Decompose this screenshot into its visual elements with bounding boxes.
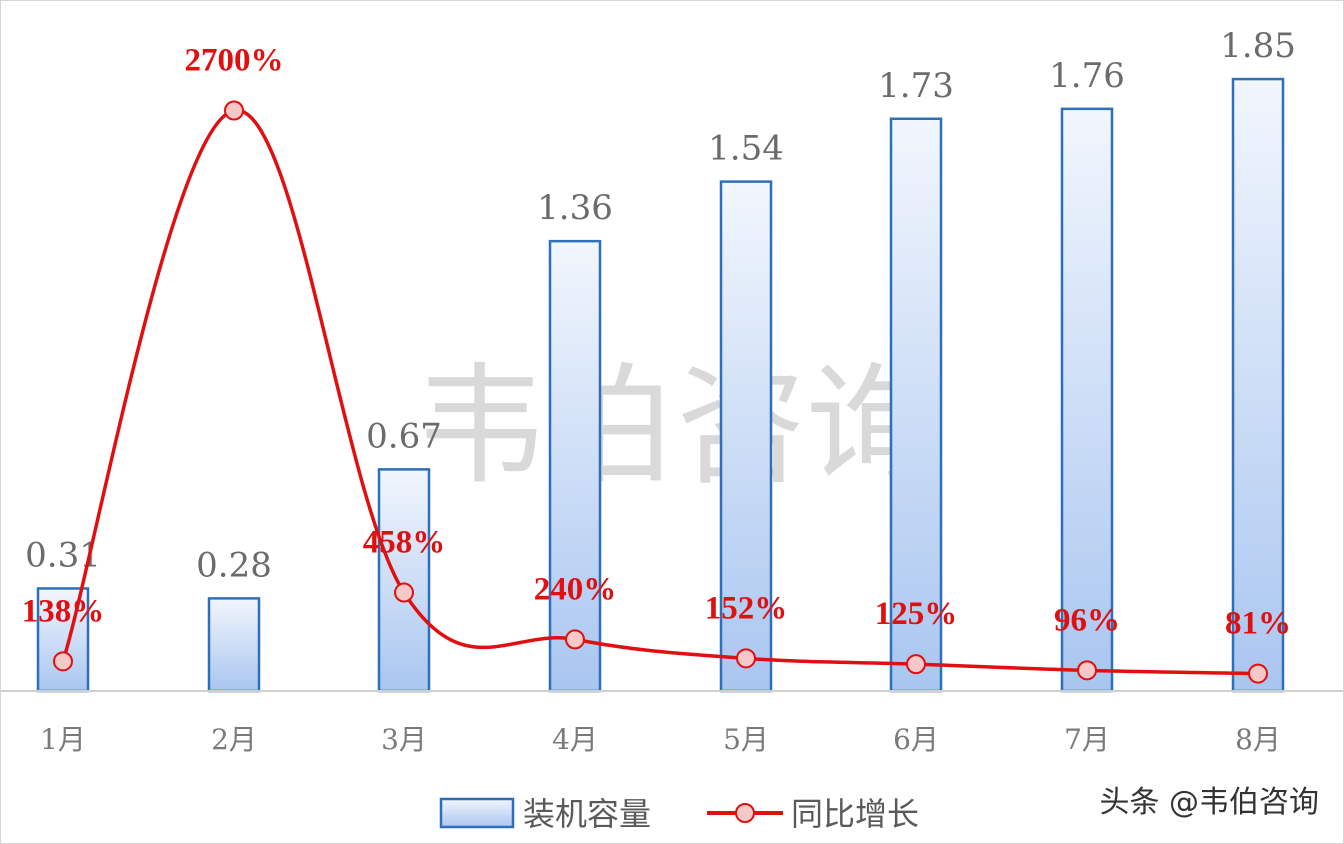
bar-2 (207, 597, 261, 693)
bar-value-label: 1.73 (878, 66, 954, 106)
bars (36, 77, 1285, 693)
growth-label: 81% (1225, 606, 1291, 642)
bar-value-label: 1.85 (1220, 26, 1296, 66)
growth-label: 240% (534, 571, 617, 607)
legend-label-growth: 同比增长 (791, 795, 919, 833)
bar-3 (377, 468, 431, 693)
bar-value-label: 1.76 (1049, 56, 1125, 96)
bar-value-label: 1.36 (537, 188, 613, 228)
growth-labels: 138% 2700% 458% 240% 152% 125% 96% 81% (22, 43, 1291, 642)
legend-label-capacity: 装机容量 (523, 795, 651, 833)
x-tick-label: 7月 (1064, 723, 1110, 756)
x-tick-label: 1月 (40, 723, 86, 756)
x-tick-label: 6月 (893, 723, 939, 756)
bar-value-label: 0.67 (366, 416, 442, 456)
growth-label: 125% (875, 596, 958, 632)
bar-value-labels: 0.31 0.280.671.361.541.73 1.761.85 (25, 26, 1296, 585)
x-tick-label: 8月 (1235, 723, 1281, 756)
x-tick-label: 4月 (552, 723, 598, 756)
x-tick-label: 5月 (723, 723, 769, 756)
bar-8 (1231, 77, 1285, 693)
growth-line (53, 100, 1268, 684)
growth-point-5 (736, 648, 756, 669)
legend-swatch-capacity (439, 797, 515, 829)
x-tick-label: 3月 (381, 723, 427, 756)
bar-4 (548, 239, 602, 693)
source-watermark: 头条 @韦伯咨询 (1099, 785, 1319, 820)
watermark: 韦伯咨询 (416, 350, 936, 502)
growth-point-2 (224, 100, 244, 121)
bar-1 (36, 587, 90, 693)
growth-label: 152% (705, 590, 788, 626)
growth-label: 96% (1054, 602, 1120, 638)
growth-point-4 (565, 629, 585, 650)
x-axis-ticks: 1月 2月 3月 4月 5月 6月 7月 8月 (40, 723, 1281, 756)
bar-6 (889, 117, 943, 693)
growth-line-path (61, 108, 1259, 676)
legend-marker-growth (735, 803, 755, 823)
bar-value-label: 0.28 (196, 545, 272, 585)
growth-point-6 (906, 654, 926, 675)
x-tick-label: 2月 (211, 723, 257, 756)
growth-point-7 (1077, 660, 1097, 681)
growth-point-8 (1248, 663, 1268, 684)
growth-point-3 (394, 582, 414, 603)
growth-label: 2700% (185, 43, 284, 79)
growth-label: 138% (22, 593, 105, 629)
legend: 装机容量 同比增长 (439, 795, 919, 833)
bar-value-label: 1.54 (708, 129, 784, 169)
growth-label: 458% (363, 525, 446, 561)
growth-point-1 (53, 651, 73, 672)
